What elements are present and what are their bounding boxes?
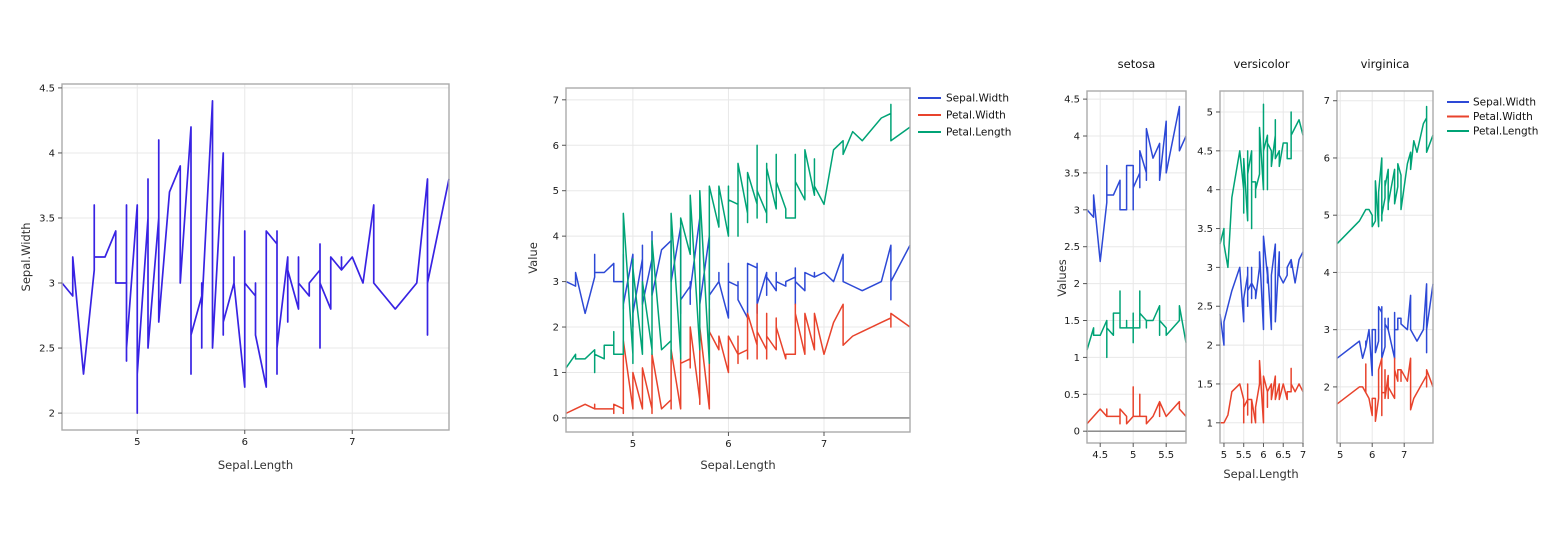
series-line-sepal-width	[1336, 283, 1434, 377]
y-tick-label: 3	[1074, 205, 1080, 216]
series-line-petal-length	[1336, 105, 1434, 245]
y-tick-label: 4	[1207, 185, 1213, 196]
y-tick-label: 3.5	[39, 213, 55, 224]
y-axis-label: Value	[526, 242, 540, 274]
y-tick-label: 1	[553, 368, 559, 379]
panel-border	[1086, 90, 1187, 444]
x-tick-label: 7	[349, 437, 355, 448]
y-tick-label: 1.5	[1064, 316, 1080, 327]
x-tick-label: 5	[1337, 450, 1343, 461]
y-tick-label: 5	[553, 186, 559, 197]
x-tick-label: 6	[1369, 450, 1375, 461]
y-tick-label: 6	[1324, 153, 1330, 164]
panel-border	[565, 87, 911, 433]
facet-panel-virginica: 5 6 7 2 3 4 5 6 7 virginica	[1324, 57, 1434, 461]
legend-label: Petal.Length	[946, 127, 1011, 139]
legend-label: Petal.Width	[1473, 111, 1533, 123]
x-tick-label: 5	[1221, 450, 1227, 461]
y-tick-label: 4	[49, 148, 55, 159]
y-tick-label: 4	[553, 232, 559, 243]
y-axis-label: Sepal.Width	[19, 223, 33, 292]
y-tick-label: 3	[1324, 325, 1330, 336]
series-line-petal-width	[565, 303, 911, 415]
y-tick-label: 4	[1074, 132, 1080, 143]
series-line-petal-length	[1086, 290, 1187, 359]
y-tick-label: 2	[1207, 341, 1213, 352]
y-tick-label: 3.5	[1064, 168, 1080, 179]
y-axis-label: Values	[1055, 259, 1069, 297]
y-tick-label: 2.5	[1064, 242, 1080, 253]
y-tick-label: 3.5	[1197, 224, 1213, 235]
y-tick-label: 1.5	[1197, 379, 1213, 390]
chart-all-measures-vs-sepal-length: 5 6 7 0 1 2 3 4 5 6 7 Sepal.Length Value Sepal.Width P…	[526, 87, 1011, 472]
y-tick-label: 3	[553, 277, 559, 288]
x-tick-label: 7	[821, 439, 827, 450]
x-tick-label: 5.5	[1158, 450, 1174, 461]
y-tick-label: 2	[1324, 382, 1330, 393]
series-line-petal-length	[1219, 103, 1304, 269]
y-tick-label: 2.5	[1197, 302, 1213, 313]
x-tick-label: 5	[134, 437, 140, 448]
y-tick-label: 5	[1324, 211, 1330, 222]
panel-border	[1336, 90, 1434, 444]
y-tick-label: 2	[49, 409, 55, 420]
y-tick-label: 4.5	[1197, 146, 1213, 157]
legend-label: Sepal.Width	[1473, 97, 1536, 109]
x-tick-label: 5	[630, 439, 636, 450]
y-tick-label: 5	[1207, 107, 1213, 118]
y-tick-label: 4.5	[1064, 95, 1080, 106]
x-tick-label: 6	[1260, 450, 1266, 461]
series-line-sepal-width	[1219, 235, 1304, 346]
legend-label: Petal.Length	[1473, 126, 1538, 138]
facet-title: versicolor	[1233, 57, 1289, 71]
y-tick-label: 0	[1074, 427, 1080, 438]
y-tick-label: 4.5	[39, 83, 55, 94]
x-tick-label: 6	[242, 437, 248, 448]
y-tick-label: 4	[1324, 268, 1330, 279]
series-line-petal-width	[1220, 359, 1304, 424]
y-tick-label: 1	[1074, 353, 1080, 364]
y-tick-label: 7	[1324, 96, 1330, 107]
x-tick-label: 5.5	[1236, 450, 1252, 461]
y-tick-label: 0.5	[1064, 390, 1080, 401]
y-tick-label: 3	[1207, 263, 1213, 274]
x-tick-label: 7	[1300, 450, 1306, 461]
facet-title: setosa	[1118, 57, 1156, 71]
x-tick-label: 5	[1130, 450, 1136, 461]
panel-border	[61, 83, 450, 431]
y-tick-label: 2.5	[39, 344, 55, 355]
series-line-sepal-width	[61, 100, 450, 414]
series-line-sepal-width	[1086, 105, 1187, 263]
x-tick-label: 4.5	[1092, 450, 1108, 461]
y-tick-label: 2	[553, 323, 559, 334]
series-line-petal-width	[1086, 386, 1187, 425]
x-tick-label: 6.5	[1275, 450, 1291, 461]
x-axis-label: Sepal.Length	[218, 458, 293, 472]
x-tick-label: 6	[725, 439, 731, 450]
series-line-petal-length	[565, 103, 911, 374]
legend-label: Petal.Width	[946, 110, 1006, 122]
y-tick-label: 7	[553, 95, 559, 106]
x-axis-label: Sepal.Length	[700, 458, 775, 472]
x-tick-label: 7	[1401, 450, 1407, 461]
facet-panel-versicolor: 5 5.5 6 6.5 7 1 1.5 2 2.5 3 3.5 4 4.5 5 versicolor	[1197, 57, 1306, 461]
series-line-petal-width	[1336, 357, 1434, 422]
x-axis-label: Sepal.Length	[1223, 467, 1298, 481]
y-tick-label: 0	[553, 413, 559, 424]
facet-panel-setosa: 4.5 5 5.5 0 0.5 1 1.5 2 2.5 3 3.5 4 4.5 setosa	[1064, 57, 1187, 461]
y-tick-label: 3	[49, 279, 55, 290]
facet-title: virginica	[1361, 57, 1410, 71]
y-tick-label: 2	[1074, 279, 1080, 290]
y-tick-label: 6	[553, 141, 559, 152]
chart-sepal-width-vs-sepal-length: 5 6 7 2 2.5 3 3.5 4 4.5 Sepal.Length Sepal.Width	[19, 83, 450, 472]
legend-label: Sepal.Width	[946, 93, 1009, 105]
y-tick-label: 1	[1207, 418, 1213, 429]
chart-faceted-by-species: 4.5 5 5.5 0 0.5 1 1.5 2 2.5 3 3.5 4 4.5 setosa 5 5.5 6 6.…	[1055, 57, 1538, 481]
